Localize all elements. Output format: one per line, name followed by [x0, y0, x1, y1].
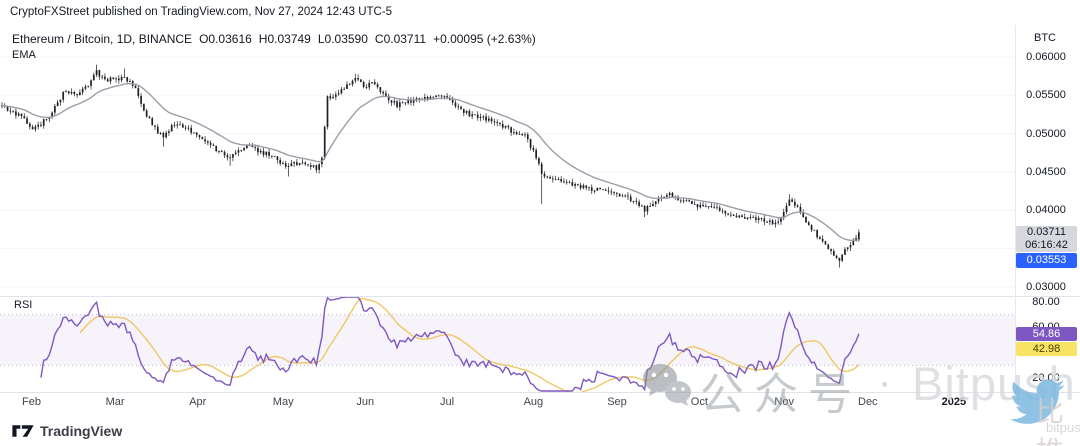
rsi-line: [40, 296, 860, 392]
symbol-title[interactable]: Ethereum / Bitcoin, 1D, BINANCE: [12, 32, 193, 46]
rsi-indicator-label[interactable]: RSI: [14, 299, 33, 311]
ohlc-close: C0.03711: [374, 32, 427, 46]
ohlc-high: H0.03749: [258, 32, 311, 46]
price-tick-label: 0.05500: [1026, 89, 1066, 102]
time-tick-sep: Sep: [607, 396, 627, 408]
ema-line: [1, 82, 860, 242]
tradingview-brand-text: TradingView: [40, 423, 123, 439]
tradingview-logo-icon: [12, 425, 34, 437]
rsi-tick-label: 20.00: [1032, 372, 1060, 384]
time-tick-aug: Aug: [523, 396, 544, 408]
price-axis-unit: BTC: [1034, 32, 1056, 44]
bar-countdown: 06:16:42: [1025, 239, 1068, 251]
time-tick-feb: Feb: [22, 396, 41, 408]
rsi-value-badge: 54.86: [1016, 327, 1077, 341]
time-tick-apr: Apr: [189, 396, 207, 408]
tradingview-logo-link[interactable]: TradingView: [12, 423, 122, 439]
time-tick-nov: Nov: [774, 396, 794, 408]
ohlc-low: L0.03590: [317, 32, 368, 46]
time-tick-jun: Jun: [356, 396, 375, 408]
rsi-ma-value-badge: 42.98: [1016, 342, 1077, 356]
attribution-text: CryptoFXStreet published on TradingView.…: [10, 6, 393, 18]
rsi-tick-label: 80.00: [1032, 296, 1060, 308]
price-tick-label: 0.04000: [1026, 204, 1066, 217]
time-tick-2025: 2025: [941, 396, 967, 408]
price-tick-label: 0.05000: [1026, 127, 1066, 140]
time-tick-may: May: [272, 396, 294, 408]
time-tick-dec: Dec: [858, 396, 878, 408]
price-axis-separator: [1015, 25, 1016, 392]
symbol-legend: Ethereum / Bitcoin, 1D, BINANCE O0.03616…: [12, 32, 536, 46]
ohlc-change: +0.00095 (+2.63%): [433, 32, 536, 46]
price-chart-pane[interactable]: [0, 25, 1015, 296]
ema-value-badge: 0.03553: [1016, 253, 1077, 268]
price-tick-label: 0.06000: [1026, 51, 1066, 63]
rsi-indicator-pane[interactable]: [0, 296, 1015, 392]
pane-separator[interactable]: [0, 296, 1080, 297]
price-tick-label: 0.04500: [1026, 165, 1066, 178]
rsi-ma-line: [79, 297, 860, 392]
footer-bar: TradingView: [0, 417, 1080, 446]
time-tick-mar: Mar: [105, 396, 125, 408]
time-tick-jul: Jul: [440, 396, 455, 408]
time-tick-oct: Oct: [690, 396, 708, 408]
price-tick-label: 0.03000: [1026, 280, 1066, 293]
ohlc-open: O0.03616: [199, 32, 252, 46]
ema-indicator-label[interactable]: EMA: [12, 49, 36, 61]
last-price-badge: 0.03711 06:16:42: [1016, 226, 1077, 252]
time-axis-separator: [0, 392, 1080, 393]
rsi-band: [0, 314, 1015, 366]
last-price-value: 0.03711: [1027, 226, 1066, 238]
